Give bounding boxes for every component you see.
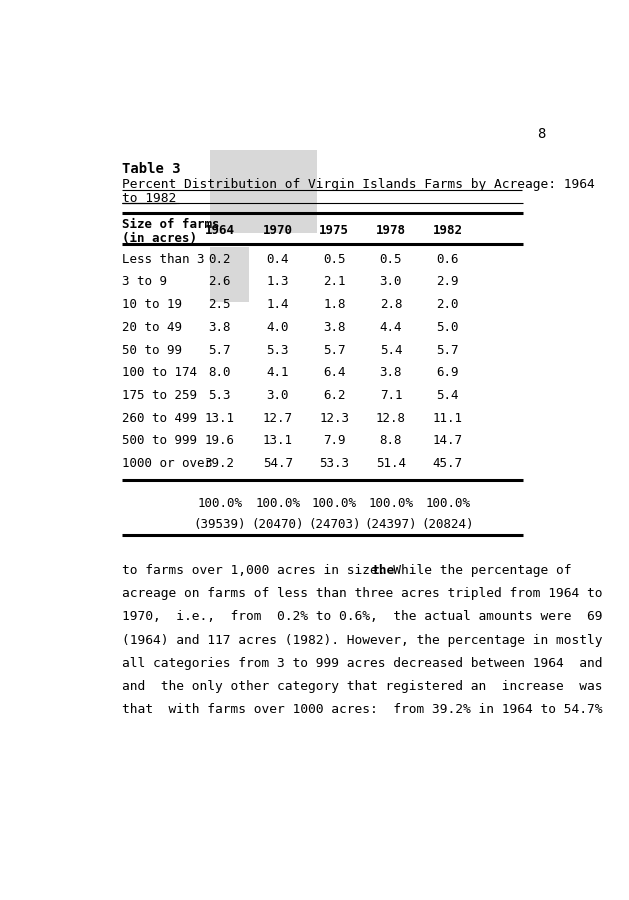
Text: 6.4: 6.4 <box>323 366 345 379</box>
Text: 8.8: 8.8 <box>380 435 402 447</box>
Text: 5.7: 5.7 <box>323 344 345 356</box>
Text: 2.8: 2.8 <box>380 298 402 311</box>
Text: 5.4: 5.4 <box>437 389 459 402</box>
Text: 4.4: 4.4 <box>380 321 402 334</box>
Text: (20824): (20824) <box>421 518 474 531</box>
Text: 39.2: 39.2 <box>204 457 235 470</box>
Text: acreage on farms of less than three acres tripled from 1964 to: acreage on farms of less than three acre… <box>122 588 603 600</box>
Text: 14.7: 14.7 <box>433 435 462 447</box>
Text: 8.0: 8.0 <box>208 366 231 379</box>
Text: 53.3: 53.3 <box>320 457 349 470</box>
Text: 1970: 1970 <box>263 223 293 237</box>
Text: 12.8: 12.8 <box>376 412 406 425</box>
Text: 5.4: 5.4 <box>380 344 402 356</box>
Text: (24703): (24703) <box>308 518 360 531</box>
Text: the: the <box>371 564 394 577</box>
Text: 5.7: 5.7 <box>437 344 459 356</box>
Text: 100.0%: 100.0% <box>312 497 357 510</box>
Text: 0.5: 0.5 <box>323 253 345 266</box>
Text: 6.9: 6.9 <box>437 366 459 379</box>
Text: all categories from 3 to 999 acres decreased between 1964  and: all categories from 3 to 999 acres decre… <box>122 657 603 670</box>
Text: 100.0%: 100.0% <box>369 497 413 510</box>
Text: 1978: 1978 <box>376 223 406 237</box>
Text: 1970,  i.e.,  from  0.2% to 0.6%,  the actual amounts were  69: 1970, i.e., from 0.2% to 0.6%, the actua… <box>122 610 603 624</box>
Text: 3.8: 3.8 <box>323 321 345 334</box>
Text: (20470): (20470) <box>252 518 304 531</box>
Text: 4.0: 4.0 <box>267 321 289 334</box>
Text: to farms over 1,000 acres in size. While the percentage of: to farms over 1,000 acres in size. While… <box>122 564 579 577</box>
Text: 19.6: 19.6 <box>204 435 235 447</box>
Text: (39539): (39539) <box>194 518 246 531</box>
Text: 13.1: 13.1 <box>263 435 293 447</box>
Text: 1975: 1975 <box>320 223 349 237</box>
Text: 0.2: 0.2 <box>208 253 231 266</box>
Text: 5.3: 5.3 <box>267 344 289 356</box>
Text: 100.0%: 100.0% <box>425 497 470 510</box>
Text: 6.2: 6.2 <box>323 389 345 402</box>
Text: 7.9: 7.9 <box>323 435 345 447</box>
Text: Less than 3: Less than 3 <box>122 253 204 266</box>
Text: 0.6: 0.6 <box>437 253 459 266</box>
Text: 3 to 9: 3 to 9 <box>122 275 167 289</box>
Text: 1000 or over: 1000 or over <box>122 457 212 470</box>
Text: 1964: 1964 <box>204 223 235 237</box>
Text: 12.7: 12.7 <box>263 412 293 425</box>
Text: 3.8: 3.8 <box>380 366 402 379</box>
Text: 0.5: 0.5 <box>380 253 402 266</box>
Text: 13.1: 13.1 <box>204 412 235 425</box>
Text: 500 to 999: 500 to 999 <box>122 435 197 447</box>
Text: 7.1: 7.1 <box>380 389 402 402</box>
Text: 2.6: 2.6 <box>208 275 231 289</box>
Text: (24397): (24397) <box>365 518 417 531</box>
Text: 3.8: 3.8 <box>208 321 231 334</box>
Text: 51.4: 51.4 <box>376 457 406 470</box>
Text: 8: 8 <box>537 127 546 141</box>
Text: 260 to 499: 260 to 499 <box>122 412 197 425</box>
Text: 0.4: 0.4 <box>267 253 289 266</box>
Text: 175 to 259: 175 to 259 <box>122 389 197 402</box>
Text: 100.0%: 100.0% <box>197 497 242 510</box>
Text: 2.1: 2.1 <box>323 275 345 289</box>
Text: 2.5: 2.5 <box>208 298 231 311</box>
FancyBboxPatch shape <box>210 149 318 233</box>
Text: 3.0: 3.0 <box>380 275 402 289</box>
Text: 50 to 99: 50 to 99 <box>122 344 182 356</box>
Text: 54.7: 54.7 <box>263 457 293 470</box>
Text: that  with farms over 1000 acres:  from 39.2% in 1964 to 54.7%: that with farms over 1000 acres: from 39… <box>122 703 603 716</box>
Text: Size of farms: Size of farms <box>122 218 220 231</box>
Text: 12.3: 12.3 <box>320 412 349 425</box>
Text: Table 3: Table 3 <box>122 162 181 176</box>
Text: 5.7: 5.7 <box>208 344 231 356</box>
Text: 1.3: 1.3 <box>267 275 289 289</box>
Text: 45.7: 45.7 <box>433 457 462 470</box>
Text: 1982: 1982 <box>433 223 462 237</box>
Text: (in acres): (in acres) <box>122 232 197 245</box>
Text: Percent Distribution of Virgin Islands Farms by Acreage: 1964: Percent Distribution of Virgin Islands F… <box>122 178 595 191</box>
Text: 2.9: 2.9 <box>437 275 459 289</box>
Text: 10 to 19: 10 to 19 <box>122 298 182 311</box>
Text: 100 to 174: 100 to 174 <box>122 366 197 379</box>
Text: 100.0%: 100.0% <box>255 497 300 510</box>
Text: 1.4: 1.4 <box>267 298 289 311</box>
Text: 5.3: 5.3 <box>208 389 231 402</box>
Text: 4.1: 4.1 <box>267 366 289 379</box>
Text: 2.0: 2.0 <box>437 298 459 311</box>
FancyBboxPatch shape <box>210 247 249 302</box>
Text: 20 to 49: 20 to 49 <box>122 321 182 334</box>
Text: (1964) and 117 acres (1982). However, the percentage in mostly: (1964) and 117 acres (1982). However, th… <box>122 634 603 646</box>
Text: 5.0: 5.0 <box>437 321 459 334</box>
Text: 3.0: 3.0 <box>267 389 289 402</box>
Text: and  the only other category that registered an  increase  was: and the only other category that registe… <box>122 680 603 693</box>
Text: 1.8: 1.8 <box>323 298 345 311</box>
Text: to 1982: to 1982 <box>122 192 176 205</box>
Text: 11.1: 11.1 <box>433 412 462 425</box>
